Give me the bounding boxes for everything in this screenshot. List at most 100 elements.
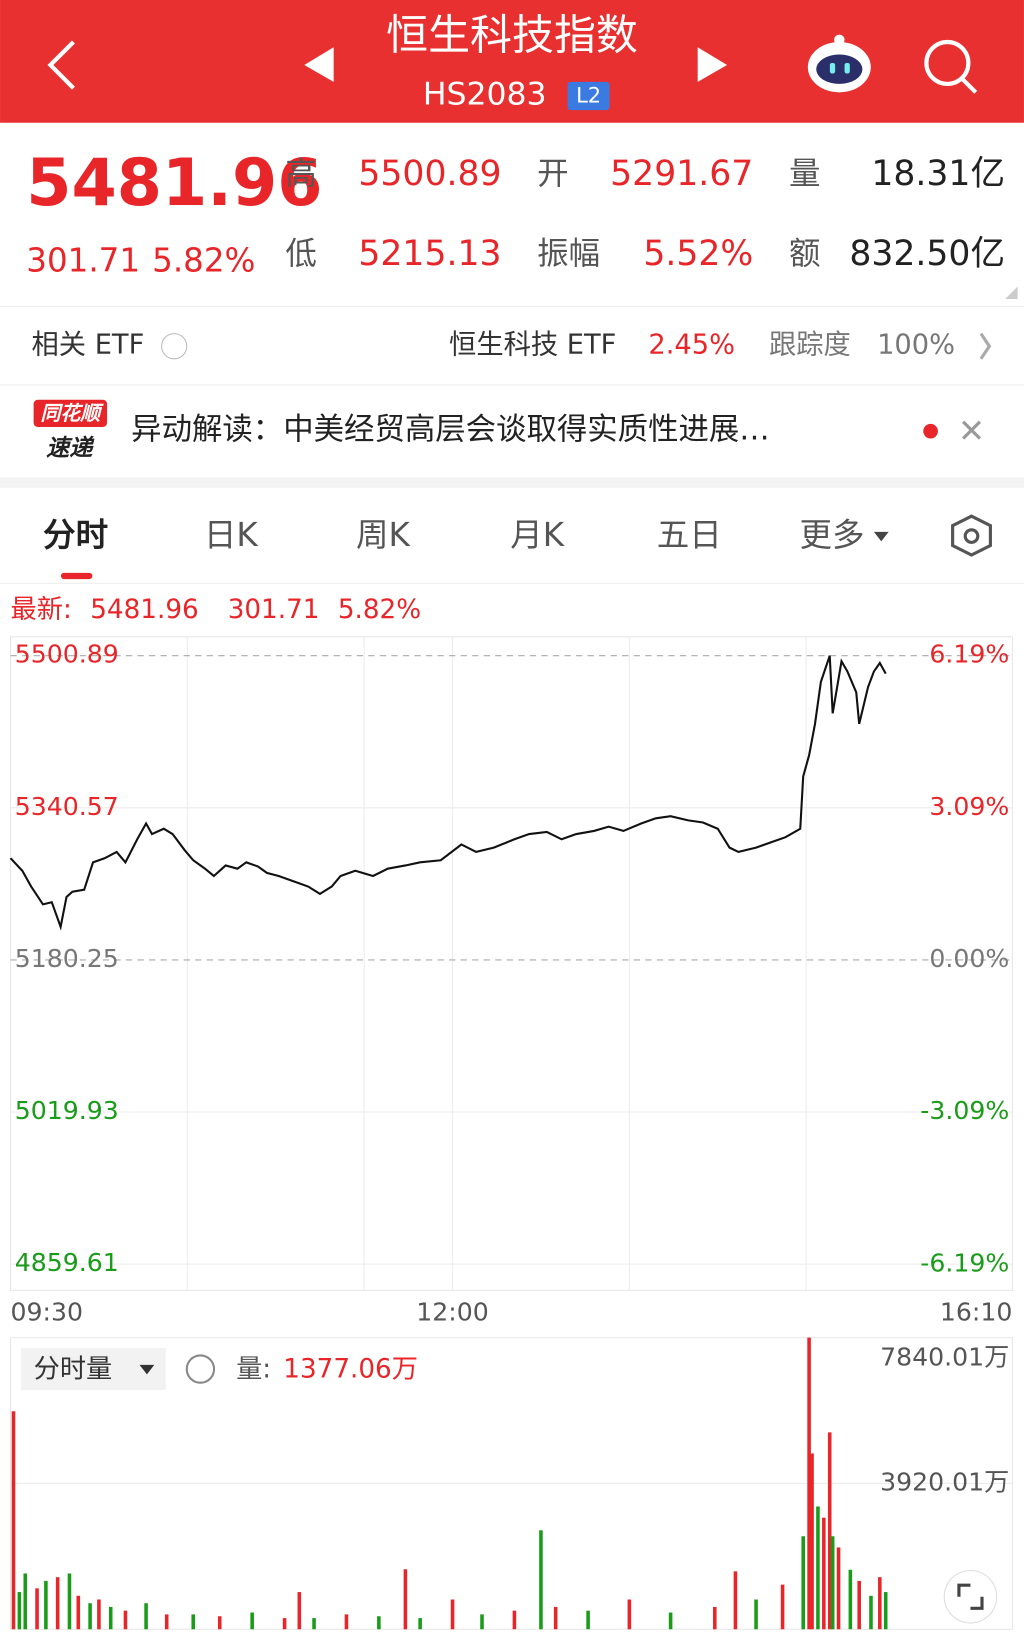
field-value: 832.50亿 [849, 234, 1005, 274]
field-value: 18.31亿 [871, 154, 1005, 194]
field-label: 振幅 [537, 236, 600, 272]
unread-dot [923, 423, 938, 439]
volume-selector-label: 分时量 [34, 1355, 113, 1385]
prev-button[interactable] [304, 47, 334, 82]
volume-selector[interactable] [21, 1348, 166, 1391]
next-button[interactable] [697, 47, 728, 82]
volume-bar [848, 1569, 853, 1630]
volume-bar [123, 1610, 128, 1630]
volume-bar [816, 1506, 820, 1630]
tab[interactable]: 月K [510, 516, 565, 554]
price-frame [10, 636, 1013, 1291]
etf-change: 2.45% [648, 330, 735, 361]
volume-bar [807, 1337, 811, 1630]
volume-bar [713, 1606, 717, 1630]
volume-bar [857, 1580, 861, 1630]
fullscreen-icon [957, 1583, 984, 1610]
volume-bar [108, 1606, 113, 1630]
volume-bar [553, 1606, 558, 1630]
field-label: 开 [537, 156, 568, 192]
x-tick-label: 16:10 [940, 1297, 1013, 1326]
change: 301.71 [26, 241, 140, 279]
field-label: 低 [285, 236, 316, 272]
field-label: 高 [285, 156, 316, 192]
y-tick-label: 5500.89 [15, 640, 119, 669]
y-tick-label: 5019.93 [15, 1096, 119, 1125]
robot-icon[interactable] [807, 34, 871, 93]
volume-bar [35, 1588, 39, 1630]
selector-arrow [139, 1364, 155, 1375]
field-value: 5.52% [643, 234, 753, 274]
volume-bar [627, 1599, 632, 1630]
tab[interactable]: 分时 [43, 516, 108, 554]
logo-top: 同花顺 [40, 402, 104, 425]
volume-bar [780, 1584, 785, 1630]
x-tick-label: 12:00 [416, 1297, 489, 1326]
volume-label: 量: [236, 1355, 271, 1385]
close-button[interactable] [962, 420, 982, 440]
help-icon[interactable] [161, 333, 188, 360]
volume-bar [810, 1453, 814, 1630]
y2-tick-label: 6.19% [929, 639, 1009, 668]
corner [1005, 286, 1018, 299]
field-label: 额 [789, 236, 820, 272]
gap [0, 477, 1024, 488]
volume-bar [282, 1618, 287, 1630]
back-button[interactable] [47, 40, 75, 90]
latest-label: 最新: [11, 595, 72, 625]
volume-bar [586, 1610, 590, 1630]
tab[interactable]: 日K [204, 516, 259, 554]
volume-bar [55, 1577, 60, 1630]
tab-indicator [60, 572, 93, 580]
field-value: 5291.67 [610, 154, 753, 194]
volume-bar [344, 1614, 349, 1630]
volume-bar [23, 1573, 28, 1630]
volume-bar [418, 1618, 422, 1630]
volume-bar [144, 1603, 148, 1630]
logo-bg [33, 399, 108, 427]
volume-bar [450, 1599, 455, 1630]
badge-bg [567, 81, 610, 111]
volume-bar [869, 1595, 873, 1630]
volume-bar [17, 1592, 22, 1630]
help-icon[interactable] [185, 1354, 216, 1384]
volume-bar [830, 1536, 835, 1630]
etf-arrow[interactable] [979, 332, 992, 360]
volume-bar [827, 1432, 832, 1630]
volume-tick-label: 3920.01万 [880, 1467, 1009, 1496]
volume-bar [836, 1547, 841, 1630]
x-tick-label: 09:30 [11, 1297, 84, 1326]
volume-bar [312, 1618, 316, 1630]
settings-icon-dot [963, 528, 980, 544]
volume-bar [44, 1580, 48, 1630]
y2-tick-label: 0.00% [929, 944, 1009, 973]
price-line [9, 655, 887, 931]
search-icon[interactable] [924, 39, 978, 94]
volume-tick-label: 7840.01万 [880, 1343, 1009, 1372]
tab[interactable]: 更多 [799, 516, 864, 554]
settings-icon[interactable] [951, 514, 992, 557]
volume-bar [164, 1614, 169, 1630]
news-text[interactable]: 异动解读：中美经贸高层会谈取得实质性进展… [131, 413, 770, 448]
y2-tick-label: 3.09% [929, 792, 1009, 821]
tracking-label: 跟踪度 [769, 330, 851, 361]
tab[interactable]: 周K [356, 516, 411, 554]
volume-bar [97, 1599, 101, 1630]
field-value: 5215.13 [358, 234, 501, 274]
price: 5481.96 [26, 146, 322, 221]
tab[interactable]: 五日 [657, 516, 722, 554]
fullscreen-button[interactable] [943, 1569, 998, 1624]
title: 恒生科技指数 [386, 10, 638, 59]
latest-price: 5481.96 [90, 595, 198, 625]
logo-bottom: 速递 [46, 436, 95, 462]
volume-bar [754, 1599, 758, 1630]
y-tick-label: 5340.57 [15, 792, 119, 821]
volume-value: 1377.06万 [283, 1355, 418, 1385]
volume-bar [67, 1573, 72, 1630]
y-tick-label: 5180.25 [15, 944, 119, 973]
volume-bar [191, 1614, 196, 1630]
tracking: 100% [877, 330, 955, 361]
y2-tick-label: -6.19% [920, 1248, 1009, 1277]
etf-label: 相关 ETF [32, 330, 145, 361]
change-pct: 5.82% [152, 241, 255, 279]
